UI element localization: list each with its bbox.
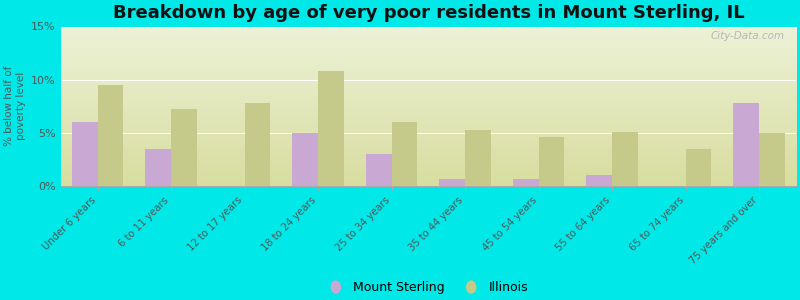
Bar [98,85,123,186]
Bar [759,133,785,186]
Bar [318,71,344,186]
Bar [72,122,98,186]
Bar [612,132,638,186]
Bar [171,110,197,186]
Bar [686,149,711,186]
Y-axis label: % below half of
poverty level: % below half of poverty level [4,66,26,146]
Bar [465,130,490,186]
Bar [513,178,538,186]
Bar [439,178,465,186]
Text: City-Data.com: City-Data.com [710,31,785,41]
Title: Breakdown by age of very poor residents in Mount Sterling, IL: Breakdown by age of very poor residents … [113,4,744,22]
Bar [538,137,564,186]
Bar [245,103,270,186]
Bar [146,149,171,186]
Bar [292,133,318,186]
Legend: Mount Sterling, Illinois: Mount Sterling, Illinois [323,276,534,299]
Bar [734,103,759,186]
Bar [586,176,612,186]
Bar [366,154,391,186]
Bar [391,122,418,186]
